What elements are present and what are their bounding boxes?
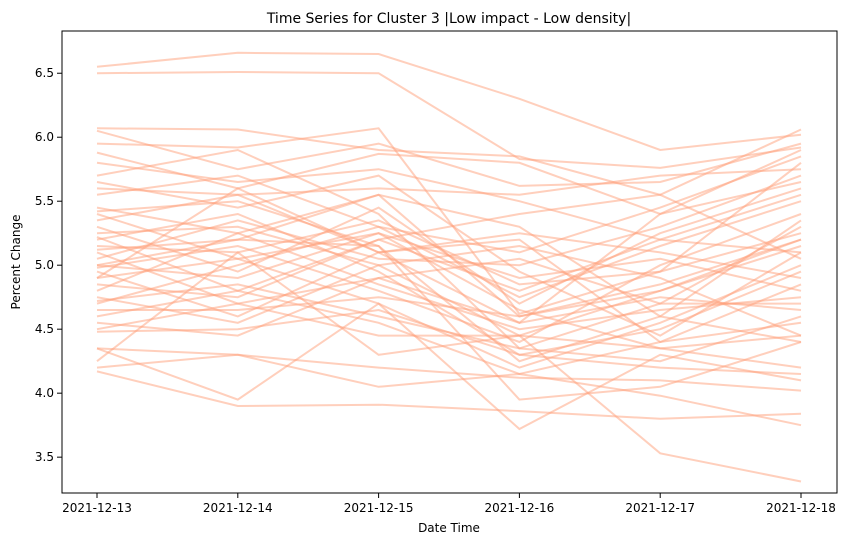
series-line-32 xyxy=(96,283,802,376)
y-axis-title: Percent Change xyxy=(9,215,23,310)
series-line-28 xyxy=(96,244,802,337)
series-line-43 xyxy=(96,149,802,324)
series-line-39 xyxy=(96,302,802,431)
series-line-42 xyxy=(96,193,802,343)
series-line-40 xyxy=(96,251,802,483)
x-tick-label: 2021-12-18 xyxy=(766,501,836,515)
x-tick-label: 2021-12-17 xyxy=(625,501,695,515)
x-tick-label: 2021-12-14 xyxy=(203,501,273,515)
y-tick-label: 4.5 xyxy=(35,322,54,336)
series-line-24 xyxy=(96,232,802,318)
series-line-2 xyxy=(96,127,802,196)
y-tick-label: 6.5 xyxy=(35,66,54,80)
x-tick-label: 2021-12-15 xyxy=(344,501,414,515)
y-tick-label: 5.5 xyxy=(35,194,54,208)
series-line-16 xyxy=(96,193,802,292)
y-tick-label: 6.0 xyxy=(35,130,54,144)
series-line-7 xyxy=(96,148,802,350)
series-line-34 xyxy=(96,302,802,350)
series-line-3 xyxy=(96,129,802,187)
series-line-9 xyxy=(96,155,802,254)
series-line-4 xyxy=(96,127,802,315)
series-line-22 xyxy=(96,232,802,369)
x-tick-label: 2021-12-13 xyxy=(62,501,132,515)
series-line-17 xyxy=(96,212,802,356)
series-line-41 xyxy=(96,168,802,196)
x-axis-title: Date Time xyxy=(418,521,480,535)
plot-frame xyxy=(61,30,838,494)
y-tick-label: 4.0 xyxy=(35,386,54,400)
series-line-31 xyxy=(97,238,802,318)
x-axis: 2021-12-13 2021-12-14 2021-12-15 2021-12-16… xyxy=(62,493,836,515)
y-axis: 3.5 4.0 4.5 5.0 5.5 6.0 6.5 xyxy=(35,66,62,464)
series-layer xyxy=(96,51,802,483)
chart-title: Time Series for Cluster 3 |Low impact - … xyxy=(266,11,631,27)
series-line-35 xyxy=(96,308,802,375)
series-line-18 xyxy=(96,219,802,286)
series-line-19 xyxy=(96,238,802,401)
series-line-36 xyxy=(96,347,802,392)
y-tick-label: 3.5 xyxy=(35,450,54,464)
x-tick-label: 2021-12-16 xyxy=(485,501,555,515)
series-line-1 xyxy=(96,70,802,169)
y-tick-label: 5.0 xyxy=(35,258,54,272)
series-line-5 xyxy=(96,151,802,216)
series-line-13 xyxy=(96,193,802,344)
series-line-37 xyxy=(96,353,802,427)
series-line-0 xyxy=(96,51,802,152)
series-line-33 xyxy=(96,257,801,337)
series-line-38 xyxy=(96,370,802,420)
